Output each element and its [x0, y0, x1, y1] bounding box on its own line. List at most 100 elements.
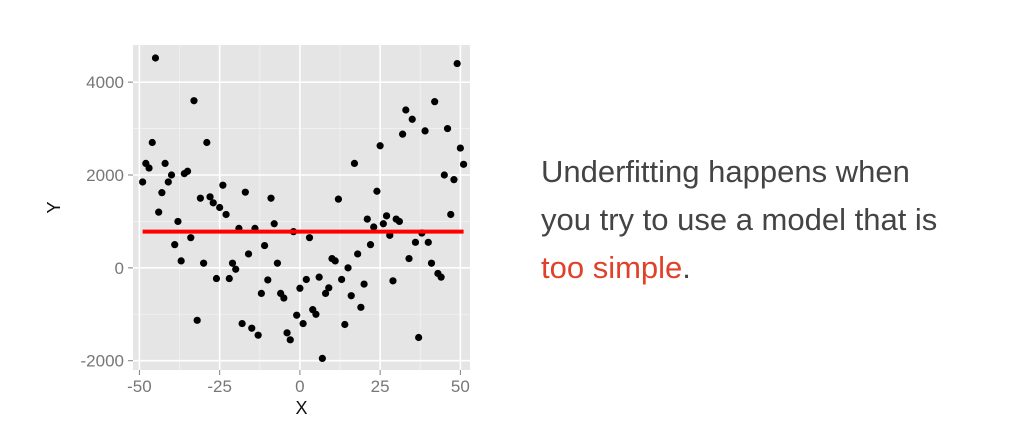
- data-point: [360, 280, 368, 288]
- data-point: [389, 277, 397, 285]
- caption-text: Underfitting happens when you try to use…: [541, 148, 1011, 292]
- data-point: [456, 144, 464, 152]
- data-point: [447, 210, 455, 219]
- data-point: [167, 171, 176, 179]
- data-point: [453, 59, 461, 68]
- data-point: [424, 238, 432, 246]
- data-point: [341, 320, 349, 329]
- y-tick-label: -2000: [81, 352, 124, 371]
- data-point: [354, 250, 362, 258]
- data-point: [395, 217, 403, 226]
- data-point: [151, 54, 160, 62]
- data-point: [238, 319, 246, 328]
- data-point: [164, 178, 172, 186]
- data-point: [283, 329, 291, 337]
- data-point: [399, 130, 407, 138]
- data-point: [148, 138, 156, 147]
- data-point: [350, 159, 359, 167]
- data-point: [379, 220, 387, 228]
- caption-period: .: [682, 250, 691, 285]
- caption-line-2: you try to use a model that is: [541, 202, 938, 237]
- data-point: [155, 208, 163, 216]
- data-point: [171, 241, 179, 249]
- data-point: [315, 273, 323, 281]
- scatter-plot: -50 -25 0 25 50 -2000 0 2000 4000 X Y: [44, 45, 470, 418]
- data-point: [357, 303, 365, 311]
- y-tick-label: 4000: [86, 73, 124, 92]
- data-point: [382, 212, 391, 220]
- data-point: [257, 289, 265, 297]
- data-point: [415, 333, 423, 342]
- data-point: [331, 257, 339, 265]
- data-point: [325, 284, 333, 292]
- data-point: [196, 194, 204, 202]
- data-point: [363, 215, 371, 223]
- data-point: [334, 195, 343, 203]
- data-point: [270, 220, 278, 228]
- data-point: [222, 210, 230, 219]
- data-point: [212, 274, 221, 283]
- data-point: [187, 234, 195, 242]
- data-point: [248, 324, 256, 332]
- data-point: [174, 217, 182, 226]
- data-point: [280, 294, 288, 302]
- data-point: [299, 319, 307, 328]
- data-point: [183, 167, 192, 175]
- data-point: [206, 193, 214, 201]
- data-point: [402, 106, 410, 114]
- data-point: [427, 259, 436, 267]
- data-point: [286, 336, 294, 344]
- data-point: [203, 138, 211, 147]
- data-point: [408, 115, 416, 123]
- data-point: [139, 178, 147, 186]
- data-point: [232, 265, 240, 273]
- data-point: [440, 171, 448, 179]
- data-point: [405, 254, 413, 263]
- data-point: [459, 160, 468, 168]
- data-point: [267, 194, 275, 202]
- data-point: [228, 259, 237, 267]
- data-point: [347, 292, 355, 300]
- data-point: [318, 354, 326, 362]
- data-point: [254, 331, 262, 339]
- data-point: [312, 310, 320, 318]
- data-point: [209, 199, 217, 207]
- data-point: [338, 275, 346, 284]
- data-point: [177, 257, 185, 265]
- caption-line-1: Underfitting happens when: [541, 154, 910, 189]
- data-point: [241, 188, 249, 196]
- data-point: [373, 187, 381, 195]
- y-tick-label: 2000: [86, 166, 124, 185]
- data-point: [376, 142, 384, 150]
- data-point: [437, 273, 445, 281]
- data-point: [225, 274, 233, 283]
- data-point: [200, 259, 208, 267]
- x-tick-label: -25: [207, 377, 232, 396]
- data-point: [190, 97, 198, 105]
- data-point: [293, 311, 301, 319]
- data-point: [344, 264, 352, 272]
- data-point: [193, 316, 201, 324]
- data-point: [244, 250, 253, 258]
- data-point: [366, 241, 375, 249]
- axis-ticks: -50 -25 0 25 50 -2000 0 2000 4000: [81, 73, 470, 396]
- data-point: [264, 276, 272, 284]
- data-point: [370, 223, 378, 231]
- data-point: [450, 176, 458, 184]
- x-tick-label: 50: [451, 377, 470, 396]
- plot-panel: [133, 45, 470, 370]
- y-axis-title: Y: [44, 201, 64, 213]
- data-point: [260, 241, 269, 250]
- data-point: [302, 275, 310, 284]
- data-point: [421, 127, 429, 135]
- data-point: [145, 164, 153, 172]
- x-tick-label: -50: [127, 377, 152, 396]
- x-axis-title: X: [295, 398, 307, 418]
- data-point: [305, 234, 314, 242]
- data-point: [321, 289, 330, 297]
- data-point: [431, 98, 439, 106]
- data-point: [411, 238, 420, 246]
- data-point: [296, 284, 304, 292]
- data-point: [158, 189, 166, 197]
- data-point: [219, 181, 227, 189]
